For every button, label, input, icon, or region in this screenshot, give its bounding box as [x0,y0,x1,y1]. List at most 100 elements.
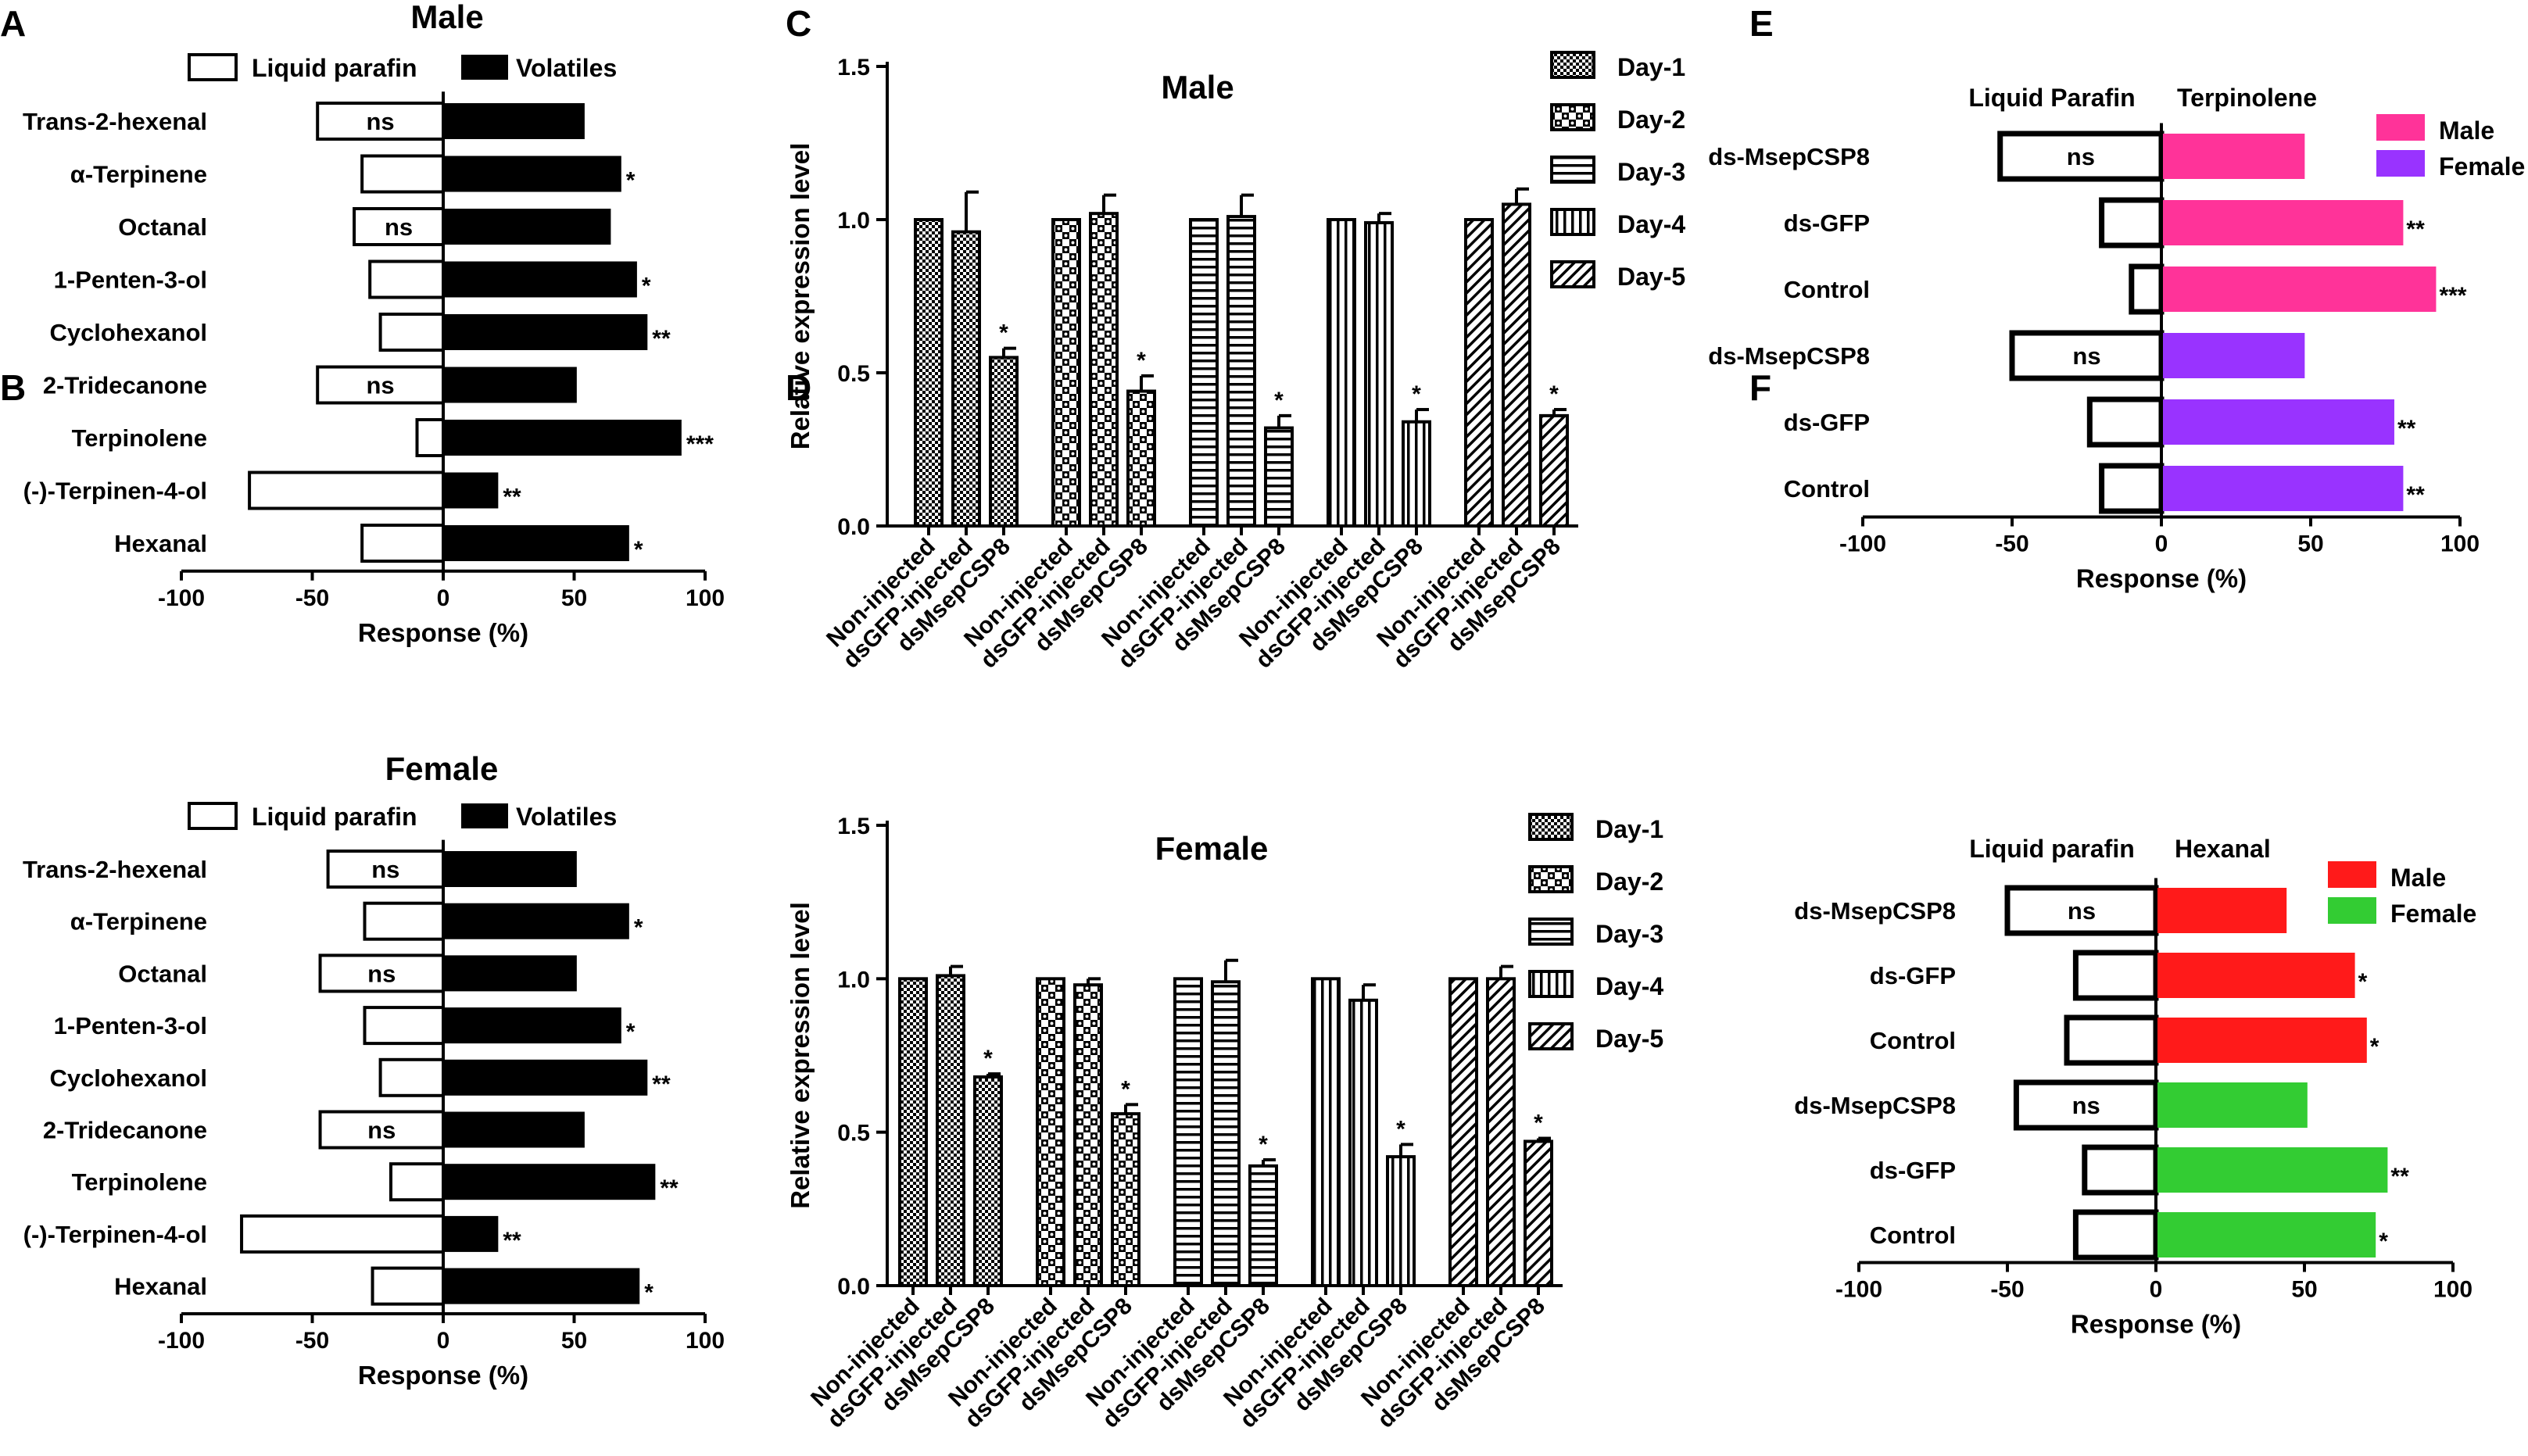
significance-marker: * [644,1280,653,1306]
chart-title: Female [1155,830,1269,867]
chart-title: Male [1161,69,1234,106]
bar-liquid-parafin [2099,197,2165,249]
category-label: ds-MsepCSP8 [1708,143,1870,170]
legend-swatch-female [2328,897,2376,924]
x-tick-label: 100 [686,585,725,611]
legend-swatch-volatiles [461,803,508,828]
bar-label-ns: ns [2072,1092,2100,1119]
bar-volatiles [443,314,648,350]
legend-swatch-day-2 [1550,103,1595,131]
category-label: ds-MsepCSP8 [1794,1092,1956,1119]
bar-day-3 [1226,215,1256,528]
legend-swatch-day-1 [1528,813,1574,841]
legend-label-day-2: Day-2 [1595,868,1663,896]
significance-marker: * [626,1019,636,1045]
bar-liquid-parafin [363,901,445,941]
panel-c: Male 0.0 0.5 1.0 1.5 Relative expression leve… [786,51,1685,674]
category-label: Cyclohexanol [49,319,207,346]
bar-liquid-parafin [378,313,446,352]
significance-marker: * [1549,381,1559,407]
bar-male [2161,200,2404,245]
bar-volatiles [443,103,585,139]
bar-liquid-parafin [316,102,446,141]
category-label: ds-MsepCSP8 [1708,342,1870,370]
bar-label-ns: ns [367,1117,396,1144]
bar-day-5 [1486,977,1516,1288]
bar-label-ns: ns [2068,897,2096,925]
category-label: Octanal [118,960,207,987]
legend-label-day-1: Day-1 [1617,53,1685,81]
category-label: ds-GFP [1870,1157,1956,1184]
category-label: Trans-2-hexenal [23,856,207,883]
category-label: Hexanal [114,1273,207,1300]
x-tick-label: -100 [158,585,205,611]
bar-label-ns: ns [367,960,396,987]
legend-label-volatiles: Volatiles [516,803,617,831]
x-tick-label: -50 [295,1328,329,1354]
bar-female [2161,399,2394,445]
bar-female [2161,466,2404,511]
bar-volatiles [443,1111,585,1148]
significance-marker: * [1121,1076,1130,1102]
category-label: α-Terpinene [70,908,207,935]
panel-letter-c: C [786,3,811,44]
bar-day-1 [989,356,1019,528]
panel-d: Female 0.0 0.5 1.0 1.5 Relative expression le… [786,813,1663,1433]
bar-liquid-parafin [363,1006,445,1046]
bar-male [2156,1018,2367,1063]
bar-day-1 [951,230,981,528]
bar-volatiles [443,955,577,992]
right-header: Terpinolene [2177,84,2317,112]
legend-label-female: Female [2390,900,2476,928]
chart-title: Male [410,0,483,35]
significance-marker: ** [2390,1164,2409,1189]
legend-label-day-5: Day-5 [1595,1025,1663,1053]
bar-liquid-parafin [360,154,445,194]
bar-liquid-parafin [2064,1014,2159,1066]
bar-day-2 [1073,983,1103,1287]
legend-swatch-liquid-parafin [188,53,238,81]
category-label: Control [1784,475,1870,503]
x-tick-label: 0 [2150,1277,2163,1303]
legend-label-female: Female [2439,152,2525,181]
legend-label-liquid-parafin: Liquid parafin [252,54,417,82]
y-tick-label: 0.0 [837,514,870,540]
bar-day-5 [1539,413,1569,528]
x-tick-label: 100 [2440,531,2480,557]
bar-male [2161,267,2437,312]
bar-day-2 [1089,212,1119,528]
y-axis-label: Relative expression level [786,902,815,1209]
bar-label-ns: ns [385,213,413,241]
panel-letter-d: D [786,367,811,408]
bar-male [2156,953,2355,998]
significance-marker: * [983,1046,993,1071]
legend-label-day-1: Day-1 [1595,815,1663,843]
significance-marker: * [2358,969,2368,995]
x-axis-label: Response (%) [358,1361,528,1390]
x-axis-label: Response (%) [358,618,528,647]
bar-liquid-parafin [240,1214,445,1254]
bar-day-4 [1386,1155,1416,1287]
y-tick-label: 0.5 [837,361,870,387]
significance-marker: * [999,320,1008,346]
bar-day-1 [898,977,928,1288]
category-label: Control [1870,1222,1956,1249]
bar-day-2 [1126,389,1156,528]
bar-volatiles [443,903,629,939]
x-tick-label: -100 [1835,1277,1882,1303]
category-label: Terpinolene [72,424,207,452]
bar-liquid-parafin [2013,1079,2159,1131]
significance-marker: ** [660,1175,679,1201]
legend-label-volatiles: Volatiles [516,54,617,82]
significance-marker: * [1534,1111,1543,1136]
bar-volatiles [443,420,682,456]
significance-marker: * [2379,1229,2388,1254]
y-tick-label: 1.5 [837,55,870,80]
bar-liquid-parafin [2009,330,2165,381]
bar-label-ns: ns [2072,342,2100,370]
bar-liquid-parafin [2082,1144,2159,1196]
chart-title: Female [385,750,499,787]
significance-marker: * [1396,1116,1405,1142]
legend-swatch-liquid-parafin [188,802,238,830]
